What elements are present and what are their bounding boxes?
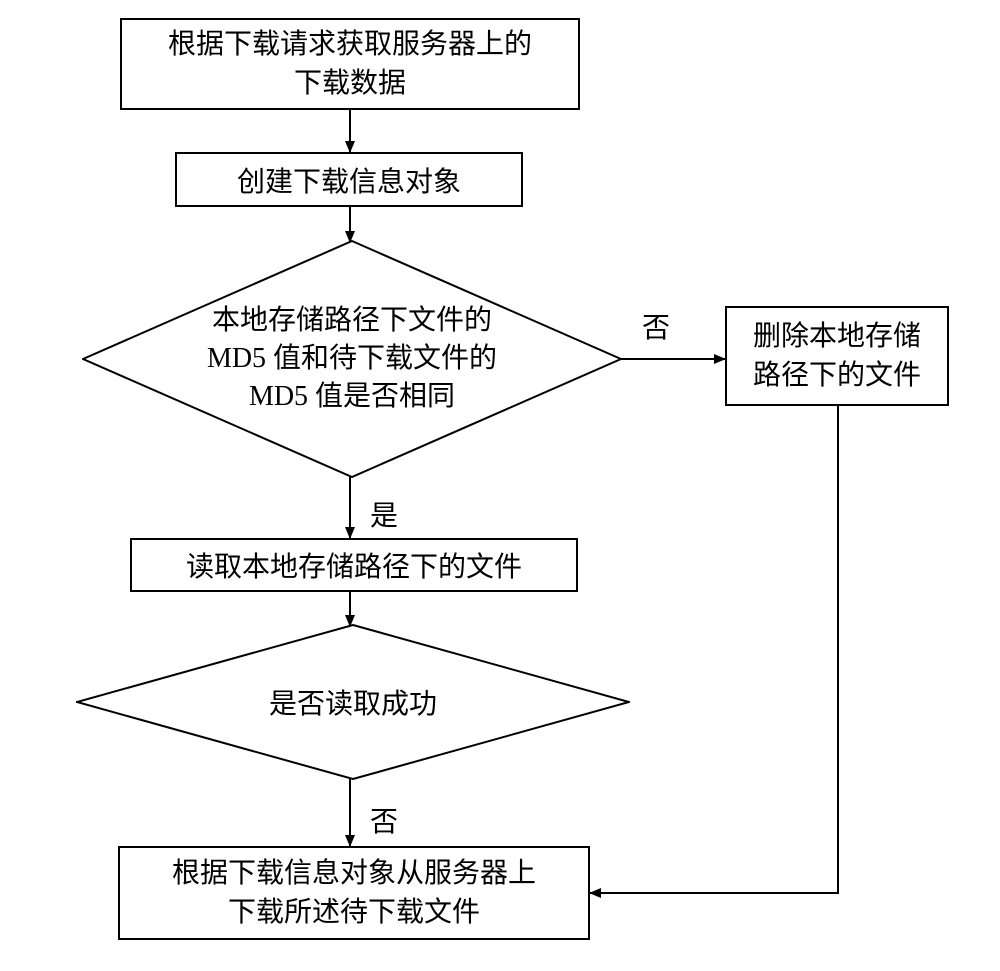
flowchart-edges	[0, 0, 1000, 971]
node-text: 根据下载信息对象从服务器上下载所述待下载文件	[172, 854, 536, 932]
label-text: 否	[642, 313, 670, 344]
label-text: 是	[370, 501, 398, 532]
node-text: 创建下载信息对象	[237, 160, 461, 200]
decision-read-success: 是否读取成功	[76, 624, 630, 780]
edge-label-no-1: 否	[642, 306, 670, 346]
node-text: 本地存储路径下文件的MD5 值和待下载文件的MD5 值是否相同	[207, 302, 497, 415]
node-text: 读取本地存储路径下的文件	[186, 545, 522, 585]
edge-label-yes: 是	[370, 494, 398, 534]
label-text: 否	[370, 807, 398, 838]
edge-label-no-2: 否	[370, 800, 398, 840]
decision-md5-compare: 本地存储路径下文件的MD5 值和待下载文件的MD5 值是否相同	[82, 240, 622, 478]
process-box-delete-local-file: 删除本地存储路径下的文件	[725, 306, 949, 406]
process-box-download-from-server: 根据下载信息对象从服务器上下载所述待下载文件	[118, 846, 590, 940]
node-text: 根据下载请求获取服务器上的下载数据	[168, 25, 532, 103]
node-text: 是否读取成功	[269, 682, 437, 722]
process-box-fetch-download-data: 根据下载请求获取服务器上的下载数据	[120, 18, 580, 110]
node-text: 删除本地存储路径下的文件	[753, 317, 921, 395]
process-box-create-download-object: 创建下载信息对象	[175, 152, 523, 207]
process-box-read-local-file: 读取本地存储路径下的文件	[130, 538, 578, 592]
